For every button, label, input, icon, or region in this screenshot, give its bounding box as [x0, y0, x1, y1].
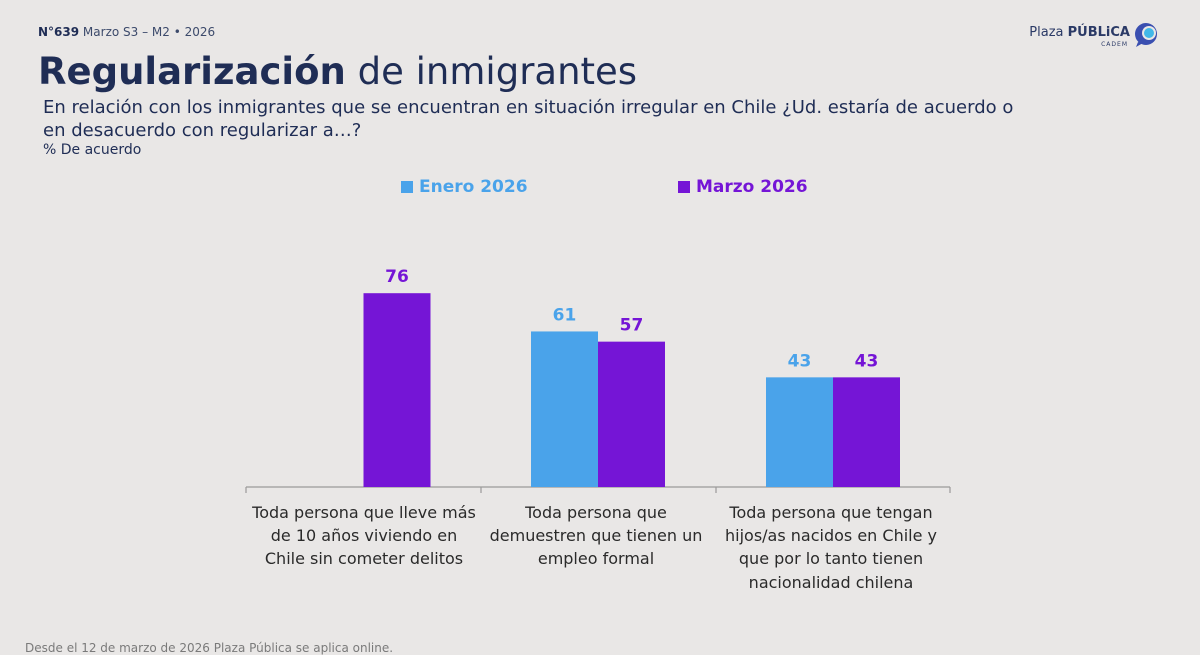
- data-label-marzo-cat1: 76: [385, 267, 409, 287]
- brand-publica: PÚBLiCA: [1067, 25, 1130, 40]
- legend-item-enero: Enero 2026: [401, 177, 528, 197]
- issue-number: N°639: [38, 25, 80, 39]
- title-bold: Regularización: [38, 50, 346, 93]
- brand-logo: Plaza PÚBLiCA CADEM: [980, 22, 1160, 52]
- legend-label-marzo: Marzo 2026: [696, 177, 808, 197]
- category-label-1: Toda persona que lleve más de 10 años vi…: [252, 503, 476, 569]
- bar-marzo-cat3: [833, 377, 900, 487]
- bar-marzo-cat2: [598, 341, 665, 487]
- data-label-enero-cat2: 61: [553, 305, 577, 325]
- issue-info: N°639 Marzo S3 – M2 • 2026: [38, 25, 215, 39]
- bar-enero-cat3: [766, 377, 833, 487]
- issue-date: Marzo S3 – M2 • 2026: [82, 25, 216, 39]
- data-label-marzo-cat3: 43: [855, 351, 879, 371]
- legend-swatch-enero: [401, 181, 413, 193]
- bar-marzo-cat1: [363, 293, 431, 487]
- brand-plaza: Plaza: [1029, 25, 1064, 40]
- category-label-2: Toda persona que demuestren que tienen u…: [489, 503, 703, 569]
- brand-sub: CADEM: [1101, 41, 1128, 48]
- data-label-marzo-cat2: 57: [620, 316, 644, 336]
- legend-swatch-marzo: [678, 181, 690, 193]
- category-label-3: Toda persona que tengan hijos/as nacidos…: [725, 503, 937, 592]
- title-regular: de inmigrantes: [357, 50, 638, 93]
- legend-label-enero: Enero 2026: [419, 177, 528, 197]
- unit-label: % De acuerdo: [43, 142, 142, 158]
- footer-note: Desde el 12 de marzo de 2026 Plaza Públi…: [25, 641, 394, 655]
- brand-bubble-icon: [1135, 23, 1157, 47]
- survey-question: En relación con los inmigrantes que se e…: [43, 97, 1014, 141]
- bar-enero-cat2: [531, 331, 598, 487]
- data-label-enero-cat3: 43: [788, 351, 812, 371]
- page-title: Regularización de inmigrantes: [38, 50, 638, 93]
- legend-item-marzo: Marzo 2026: [678, 177, 808, 197]
